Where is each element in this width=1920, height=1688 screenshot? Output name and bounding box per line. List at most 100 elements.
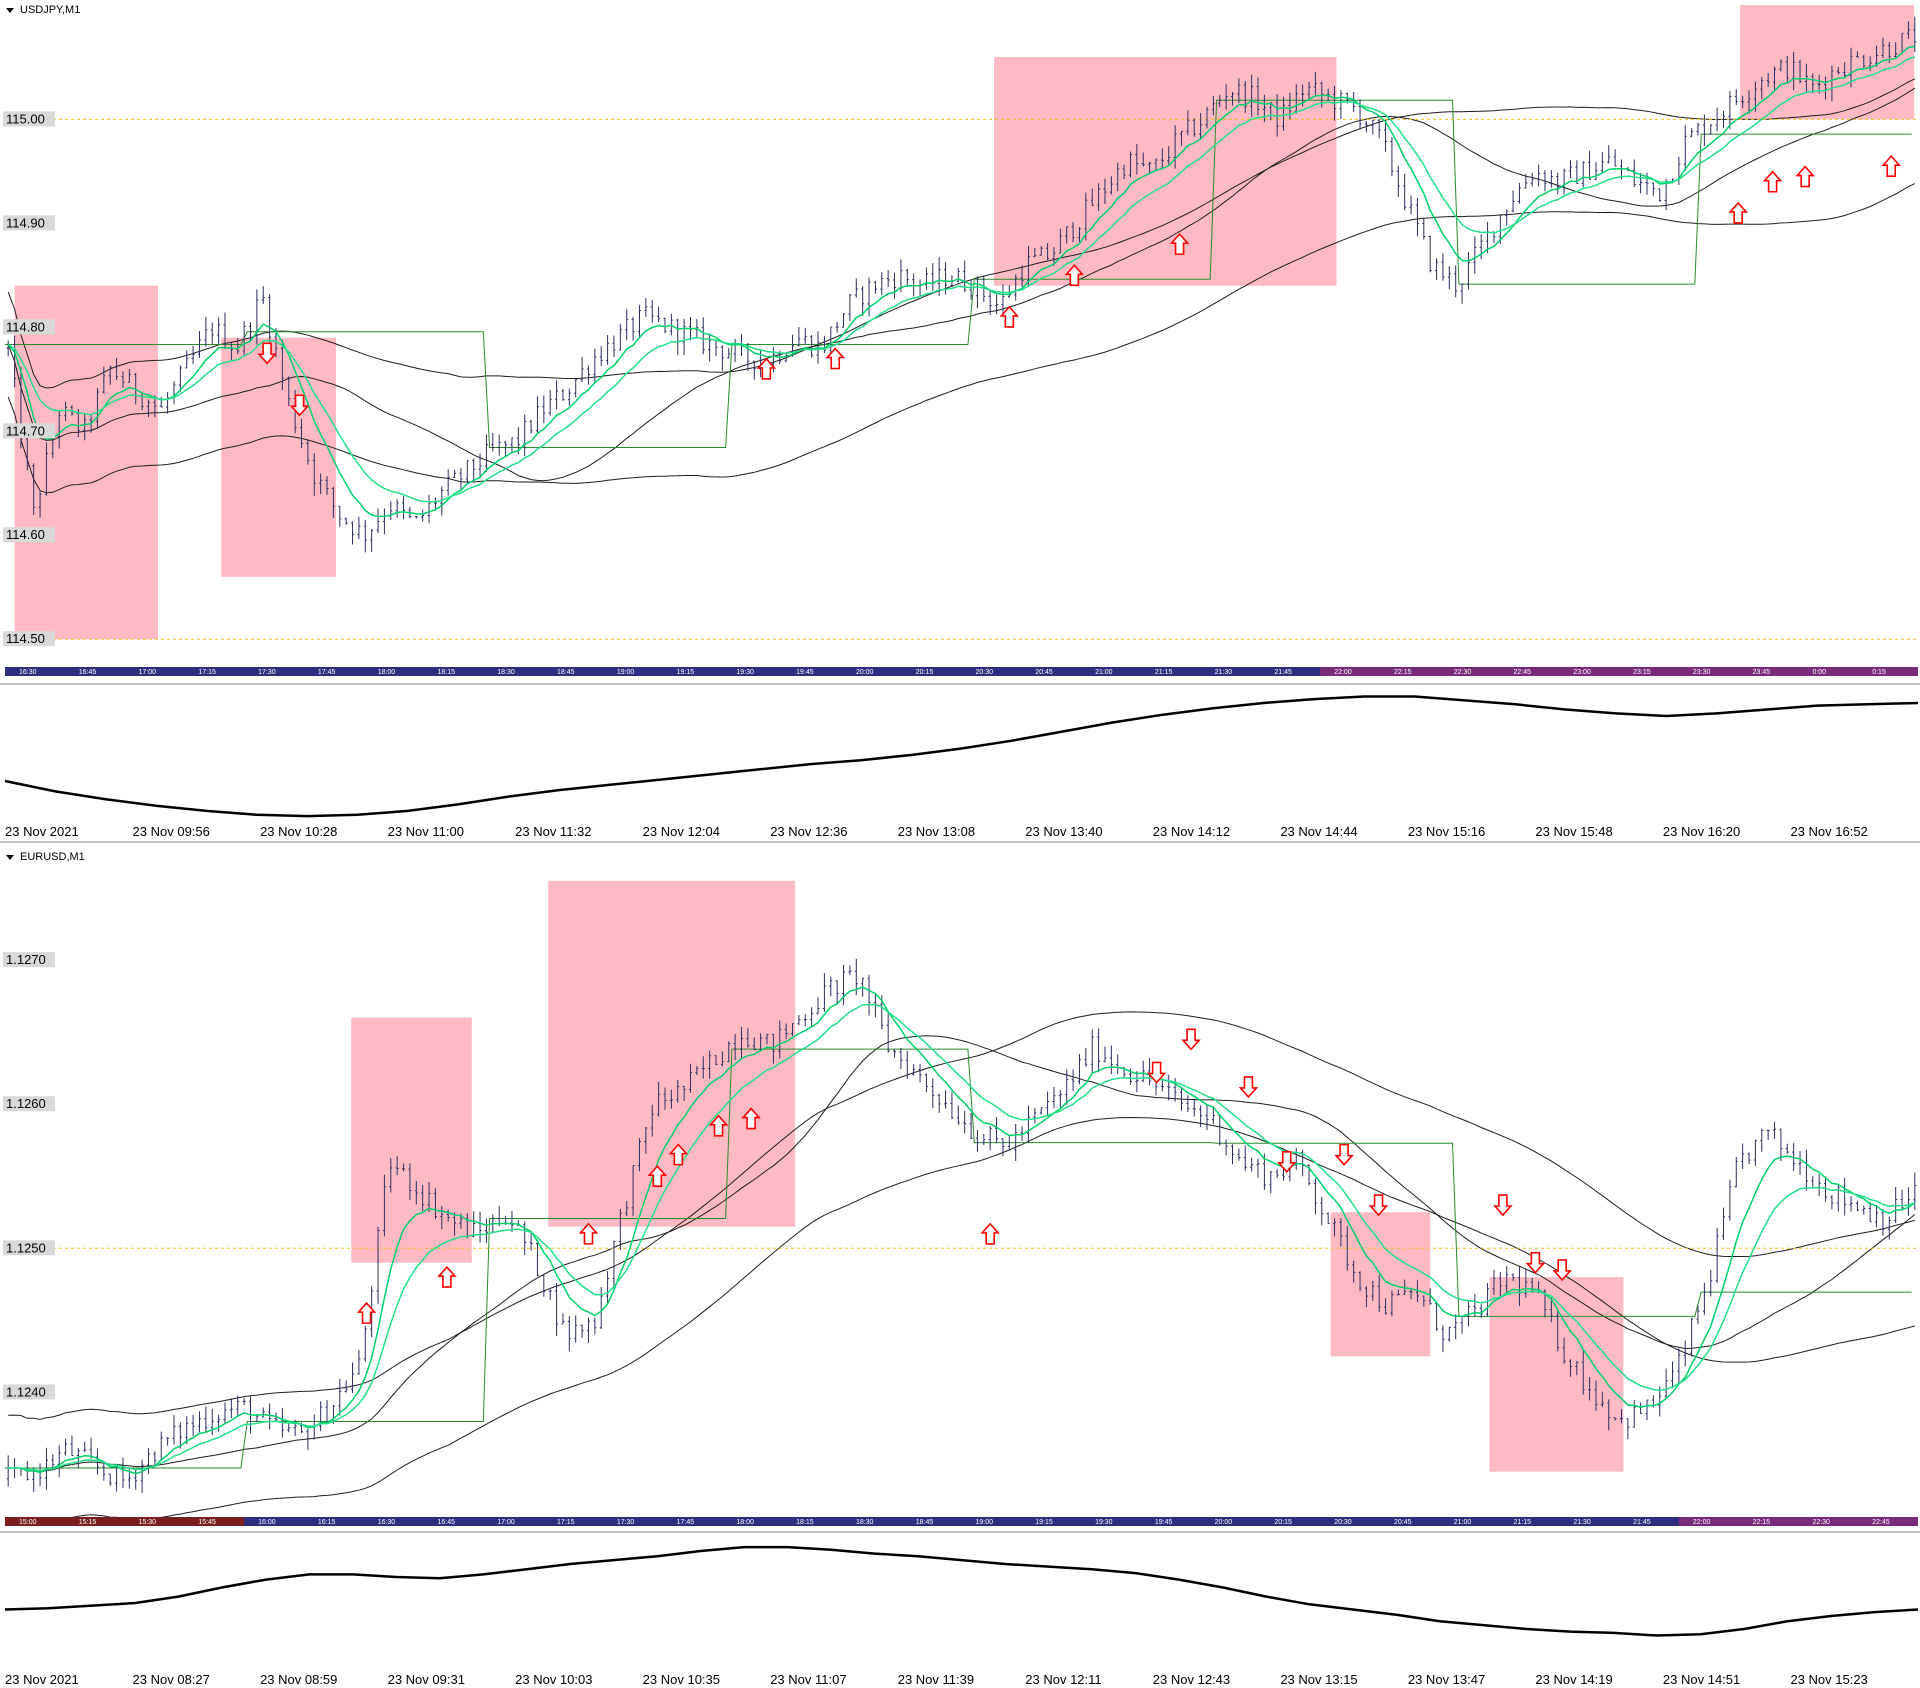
time-strip-label: 15:45 bbox=[198, 1519, 216, 1526]
eurusd-x-axis: 23 Nov 2021 23 Nov 08:27 23 Nov 08:59 23 No… bbox=[5, 1672, 1868, 1687]
buy-arrow-icon bbox=[741, 1107, 761, 1130]
time-strip-label: 22:15 bbox=[1753, 1519, 1771, 1526]
x-axis-label: 23 Nov 2021 bbox=[5, 1672, 79, 1687]
price-label: 114.50 bbox=[6, 631, 45, 646]
fast-moving-average bbox=[7, 45, 1915, 518]
upper-band-line bbox=[8, 1011, 1915, 1420]
time-strip-label: 0:00 bbox=[1812, 669, 1826, 676]
price-label-box bbox=[3, 423, 55, 439]
time-strip-label: 15:15 bbox=[79, 1519, 97, 1526]
time-strip-label: 21:30 bbox=[1573, 1519, 1591, 1526]
price-label: 1.1260 bbox=[6, 1096, 46, 1111]
time-strip-label: 16:00 bbox=[258, 1519, 276, 1526]
lower-band-line bbox=[8, 1116, 1915, 1526]
eurusd-chart-panel[interactable]: 1.1270 1.1260 1.1250 1.1240 15:00 15:15 15:30… bbox=[3, 851, 1919, 1687]
time-strip-label: 22:30 bbox=[1812, 1519, 1830, 1526]
x-axis-label: 23 Nov 10:28 bbox=[260, 824, 337, 839]
time-strip-label: 17:00 bbox=[497, 1519, 515, 1526]
price-label: 114.80 bbox=[6, 319, 45, 334]
time-strip-label: 0:15 bbox=[1872, 669, 1886, 676]
time-strip-segment bbox=[1678, 1517, 1918, 1526]
time-strip-label: 18:45 bbox=[916, 1519, 934, 1526]
time-strip-label: 17:30 bbox=[617, 1519, 635, 1526]
time-strip-label: 17:15 bbox=[557, 1519, 575, 1526]
time-strip-label: 18:15 bbox=[796, 1519, 814, 1526]
upper-band-line bbox=[7, 78, 1916, 389]
time-strip-label: 18:45 bbox=[557, 669, 575, 676]
time-strip-label: 22:30 bbox=[1454, 669, 1472, 676]
time-strip-label: 23:30 bbox=[1693, 669, 1711, 676]
time-strip-label: 23:45 bbox=[1753, 669, 1771, 676]
signal-zone bbox=[994, 56, 1337, 286]
time-strip-label: 21:00 bbox=[1454, 1519, 1472, 1526]
time-strip-label: 17:00 bbox=[139, 669, 157, 676]
x-axis-label: 23 Nov 13:47 bbox=[1408, 1672, 1485, 1687]
signal-zone bbox=[221, 337, 336, 577]
buy-arrow-icon bbox=[668, 1143, 689, 1166]
x-axis-label: 23 Nov 12:11 bbox=[1025, 1672, 1101, 1687]
sell-arrow-icon bbox=[1238, 1076, 1259, 1099]
x-axis-label: 23 Nov 13:15 bbox=[1280, 1672, 1357, 1687]
buy-arrow-icon bbox=[1728, 201, 1748, 224]
time-strip-label: 20:45 bbox=[1394, 1519, 1412, 1526]
signal-zone bbox=[1330, 1212, 1431, 1357]
x-axis-label: 23 Nov 10:03 bbox=[515, 1672, 592, 1687]
time-strip-segment bbox=[5, 1517, 245, 1526]
eurusd-oscillator-pane bbox=[4, 1545, 1919, 1637]
price-label-box bbox=[3, 319, 55, 335]
collapse-triangle-icon[interactable] bbox=[6, 8, 14, 13]
step-level-line bbox=[5, 99, 1912, 448]
x-axis-label: 23 Nov 09:56 bbox=[133, 824, 210, 839]
x-axis-label: 23 Nov 11:32 bbox=[515, 824, 591, 839]
slow-moving-average bbox=[8, 1003, 1916, 1472]
oscillator-line bbox=[4, 695, 1919, 818]
middle-band-line bbox=[7, 87, 1916, 482]
price-label-box bbox=[3, 527, 55, 543]
sell-arrow-icon bbox=[1181, 1028, 1201, 1051]
price-label-box bbox=[3, 952, 55, 968]
signal-zone bbox=[1740, 5, 1915, 120]
x-axis-label: 23 Nov 11:39 bbox=[898, 1672, 974, 1687]
sell-arrow-icon bbox=[289, 394, 310, 417]
price-label: 114.60 bbox=[6, 527, 45, 542]
time-strip-label: 18:30 bbox=[497, 669, 515, 676]
time-strip-label: 21:45 bbox=[1633, 1519, 1651, 1526]
buy-arrow-icon bbox=[356, 1301, 377, 1324]
time-strip-segment bbox=[1320, 667, 1918, 676]
buy-arrow-icon bbox=[999, 305, 1020, 328]
buy-arrow-icon bbox=[756, 357, 777, 380]
buy-arrow-icon bbox=[1881, 154, 1902, 177]
eurusd-signal-zones bbox=[351, 880, 1624, 1472]
price-label-box bbox=[3, 1096, 55, 1112]
sell-arrow-icon bbox=[1276, 1151, 1297, 1174]
collapse-triangle-icon[interactable] bbox=[6, 855, 14, 860]
sell-arrow-icon bbox=[257, 342, 277, 365]
x-axis-label: 23 Nov 15:48 bbox=[1535, 824, 1612, 839]
fast-moving-average bbox=[8, 986, 1916, 1475]
x-axis-label: 23 Nov 11:07 bbox=[770, 1672, 846, 1687]
price-label: 115.00 bbox=[6, 111, 45, 126]
time-strip-label: 19:00 bbox=[617, 669, 635, 676]
buy-arrow-icon bbox=[825, 347, 846, 370]
sell-arrow-icon bbox=[1368, 1194, 1389, 1217]
time-strip-bar bbox=[5, 1517, 1918, 1526]
oscillator-line bbox=[4, 1545, 1919, 1637]
eurusd-envelope-lines bbox=[5, 1011, 1916, 1526]
time-strip-label: 19:15 bbox=[1035, 1519, 1053, 1526]
time-strip-label: 21:15 bbox=[1155, 669, 1173, 676]
time-strip-label: 22:45 bbox=[1514, 669, 1532, 676]
usdjpy-chart-panel[interactable]: 115.00 114.90 114.80 114.70 114.60 114.50 16:… bbox=[3, 4, 1919, 839]
x-axis-label: 23 Nov 12:43 bbox=[1153, 1672, 1230, 1687]
time-strip-label: 16:45 bbox=[79, 669, 97, 676]
price-label-box bbox=[3, 215, 55, 231]
time-strip-label: 20:45 bbox=[1035, 669, 1053, 676]
time-strip-label: 21:00 bbox=[1095, 669, 1113, 676]
time-strip-label: 16:30 bbox=[19, 669, 37, 676]
time-strip-label: 16:45 bbox=[437, 1519, 455, 1526]
time-strip-label: 20:15 bbox=[1274, 1519, 1292, 1526]
time-strip-label: 20:00 bbox=[1215, 1519, 1233, 1526]
time-strip-label: 15:30 bbox=[139, 1519, 157, 1526]
time-strip-label: 18:30 bbox=[856, 1519, 874, 1526]
time-strip-label: 20:30 bbox=[976, 669, 994, 676]
price-label-box bbox=[3, 1384, 55, 1400]
